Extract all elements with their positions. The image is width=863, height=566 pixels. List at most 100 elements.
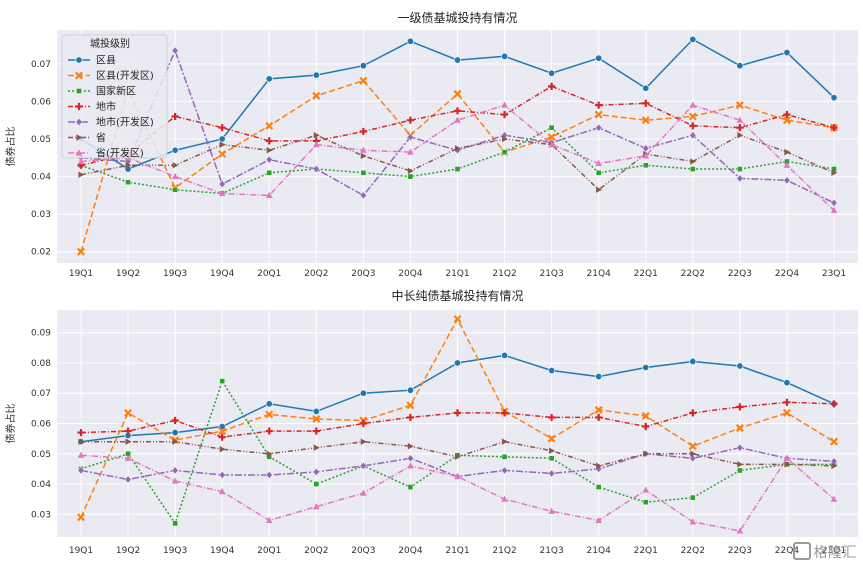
data-point [783,379,791,387]
data-point [359,191,367,200]
x-tick-label: 19Q2 [116,546,140,556]
data-point [501,52,509,60]
data-point [407,148,414,155]
data-point [78,171,85,178]
data-point [172,520,178,527]
data-point [313,503,320,510]
data-point [642,84,650,92]
data-point [265,191,273,198]
data-point [689,166,696,172]
data-point [595,101,603,109]
data-point [266,450,273,457]
data-point [689,494,696,501]
data-point [359,389,367,397]
data-point [218,470,226,479]
data-point [784,148,791,156]
data-point [547,133,556,142]
data-point [548,82,556,90]
data-point [595,516,602,523]
x-tick-label: 20Q2 [304,269,328,279]
x-tick-label: 20Q3 [351,269,375,279]
data-point [219,378,226,384]
x-tick-label: 20Q1 [257,546,281,556]
x-tick-label: 21Q3 [539,269,563,279]
data-point [831,462,838,470]
y-tick-label: 0.04 [31,173,51,183]
data-point [312,71,320,79]
data-point [312,407,320,415]
y-tick-label: 0.07 [31,389,51,399]
legend-item-label: 区县(开发区) [96,69,154,82]
data-point [782,408,791,417]
y-tick-label: 0.05 [31,135,51,145]
data-point [406,37,414,45]
data-point [595,54,603,62]
legend-marker [75,118,83,126]
data-point [218,427,227,436]
data-point [454,453,461,460]
data-point [735,424,744,433]
data-point [359,419,367,428]
data-point [736,62,744,70]
y-axis-label: 债券占比 [4,404,17,444]
data-point [689,101,697,108]
data-point [266,169,273,176]
data-point [407,173,414,180]
x-tick-label: 20Q2 [304,546,328,556]
legend-marker [76,88,82,94]
data-point [594,405,603,414]
data-point [171,416,179,425]
data-point [595,484,602,490]
data-point [735,101,744,110]
x-tick-label: 19Q3 [163,269,187,279]
data-point [313,132,320,139]
x-tick-label: 21Q4 [587,269,612,279]
y-tick-label: 0.03 [31,510,51,520]
x-tick-label: 22Q1 [634,269,658,279]
data-point [312,91,321,100]
data-point [595,373,603,381]
data-point [782,116,791,125]
data-point [830,198,838,207]
data-point [265,137,273,145]
data-point [501,101,508,108]
data-point [218,124,226,132]
data-point [596,186,603,193]
data-point [830,124,838,132]
data-point [265,470,273,479]
data-point [596,462,603,470]
data-point [549,447,556,454]
data-point [453,89,462,98]
x-tick-label: 22Q1 [634,546,658,556]
data-point [313,141,320,148]
data-point [265,516,273,523]
data-point [77,466,85,475]
data-point [454,116,461,123]
data-point [501,466,509,475]
data-point [689,454,697,463]
data-point [548,469,556,478]
data-point [548,367,556,375]
data-point [312,467,320,476]
data-point [454,472,461,480]
legend-item-label: 地市(开发区) [96,116,154,129]
data-point [312,165,320,174]
data-point [501,135,508,143]
x-tick-label: 21Q2 [492,269,516,279]
y-tick-label: 0.04 [31,480,51,490]
watermark-text: 格隆汇 [813,545,857,561]
data-point [407,167,414,175]
data-point [406,413,415,422]
data-point [736,124,744,132]
data-point [265,427,273,435]
series-line [80,79,835,252]
legend-marker [76,134,83,141]
legend-box [61,34,168,159]
data-point [642,486,650,493]
legend-marker [75,102,83,111]
data-point [360,152,367,160]
data-point [501,149,508,155]
y-tick-label: 0.07 [31,60,51,70]
data-point [595,413,603,422]
